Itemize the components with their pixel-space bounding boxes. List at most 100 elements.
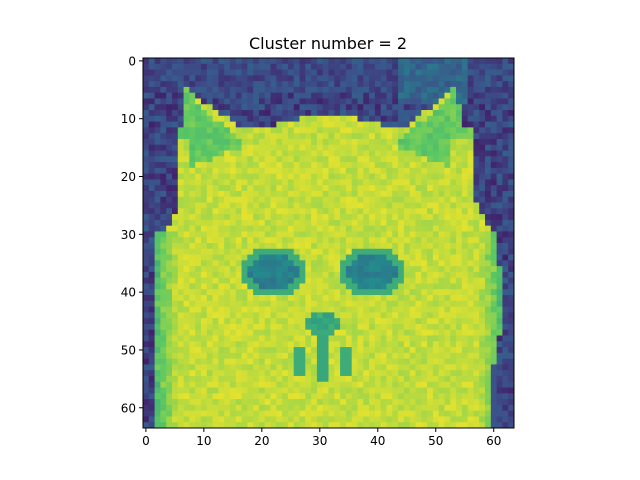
heatmap-cell [311, 364, 318, 371]
heatmap-cell [316, 341, 324, 348]
heatmap-cell [148, 110, 155, 117]
heatmap-cell [427, 399, 434, 406]
heatmap-cell [444, 341, 451, 348]
heatmap-cell [218, 306, 225, 313]
heatmap-cell [490, 387, 498, 394]
heatmap-cell [253, 63, 260, 70]
heatmap-cell [479, 150, 486, 157]
heatmap-cell [467, 98, 474, 105]
heatmap-cell [461, 335, 469, 342]
heatmap-cell [369, 266, 376, 273]
heatmap-cell [479, 277, 486, 284]
heatmap-cell [461, 254, 469, 261]
heatmap-cell [212, 190, 219, 198]
heatmap-cell [229, 289, 237, 296]
heatmap-cell [247, 237, 254, 244]
heatmap-cell [316, 335, 324, 342]
heatmap-cell [461, 104, 469, 111]
heatmap-cell [218, 410, 225, 417]
heatmap-cell [386, 335, 393, 342]
heatmap-cell [183, 422, 190, 429]
heatmap-cell [328, 248, 335, 255]
heatmap-cell [334, 289, 341, 296]
heatmap-cell [398, 254, 405, 261]
heatmap-cell [432, 127, 440, 134]
heatmap-cell [212, 219, 219, 227]
heatmap-cell [171, 162, 179, 169]
heatmap-cell [287, 214, 295, 221]
heatmap-cell [143, 127, 150, 134]
heatmap-cell [421, 173, 428, 180]
heatmap-cell [311, 214, 318, 221]
heatmap-cell [235, 416, 242, 423]
heatmap-cell [258, 318, 266, 325]
heatmap-cell [380, 92, 387, 99]
heatmap-cell [467, 185, 474, 192]
heatmap-cell [322, 283, 329, 290]
heatmap-cell [200, 121, 208, 128]
heatmap-cell [386, 196, 393, 203]
heatmap-cell [154, 335, 161, 342]
heatmap-cell [450, 399, 457, 406]
heatmap-cell [171, 121, 179, 128]
heatmap-cell [461, 92, 469, 99]
heatmap-cell [154, 185, 161, 192]
heatmap-cell [270, 86, 277, 94]
heatmap-cell [241, 127, 248, 134]
heatmap-cell [282, 404, 289, 412]
heatmap-cell [334, 399, 341, 406]
heatmap-cell [479, 231, 486, 238]
heatmap-cell [276, 196, 283, 203]
heatmap-cell [386, 399, 393, 406]
heatmap-cell [148, 399, 155, 406]
heatmap-cell [334, 364, 341, 371]
heatmap-cell [380, 347, 387, 354]
heatmap-cell [328, 214, 335, 221]
heatmap-cell [432, 289, 440, 296]
heatmap-cell [171, 58, 179, 65]
heatmap-cell [374, 370, 382, 377]
heatmap-cell [218, 416, 225, 423]
heatmap-cell [496, 323, 503, 331]
heatmap-cell [276, 306, 283, 313]
heatmap-cell [467, 393, 474, 400]
heatmap-cell [490, 289, 498, 296]
heatmap-cell [224, 219, 231, 227]
heatmap-cell [340, 295, 347, 302]
heatmap-cell [247, 219, 254, 227]
heatmap-cell [276, 167, 283, 175]
heatmap-cell [148, 260, 155, 267]
heatmap-cell [160, 416, 167, 423]
heatmap-cell [485, 312, 492, 319]
heatmap-cell [160, 219, 167, 227]
heatmap-cell [415, 393, 422, 400]
heatmap-cell [403, 150, 411, 157]
heatmap-cell [409, 387, 416, 394]
heatmap-cell [403, 110, 411, 117]
heatmap-cell [345, 231, 353, 238]
heatmap-cell [189, 404, 196, 412]
heatmap-cell [490, 260, 498, 267]
heatmap-cell [340, 375, 347, 383]
heatmap-cell [427, 63, 434, 70]
heatmap-cell [456, 300, 463, 307]
heatmap-cell [206, 104, 213, 111]
heatmap-cell [177, 295, 184, 302]
heatmap-cell [264, 75, 271, 82]
heatmap-cell [229, 358, 237, 365]
heatmap-cell [496, 150, 503, 157]
heatmap-cell [409, 300, 416, 307]
heatmap-cell [235, 110, 242, 117]
heatmap-cell [177, 347, 184, 354]
heatmap-cell [212, 248, 219, 255]
heatmap-cell [322, 370, 329, 377]
heatmap-cell [398, 283, 405, 290]
heatmap-cell [357, 237, 364, 244]
heatmap-cell [351, 69, 358, 76]
heatmap-cell [154, 69, 161, 76]
heatmap-cell [171, 248, 179, 255]
heatmap-cell [299, 104, 306, 111]
heatmap-cell [160, 231, 167, 238]
heatmap-cell [415, 138, 422, 146]
heatmap-cell [143, 323, 150, 331]
